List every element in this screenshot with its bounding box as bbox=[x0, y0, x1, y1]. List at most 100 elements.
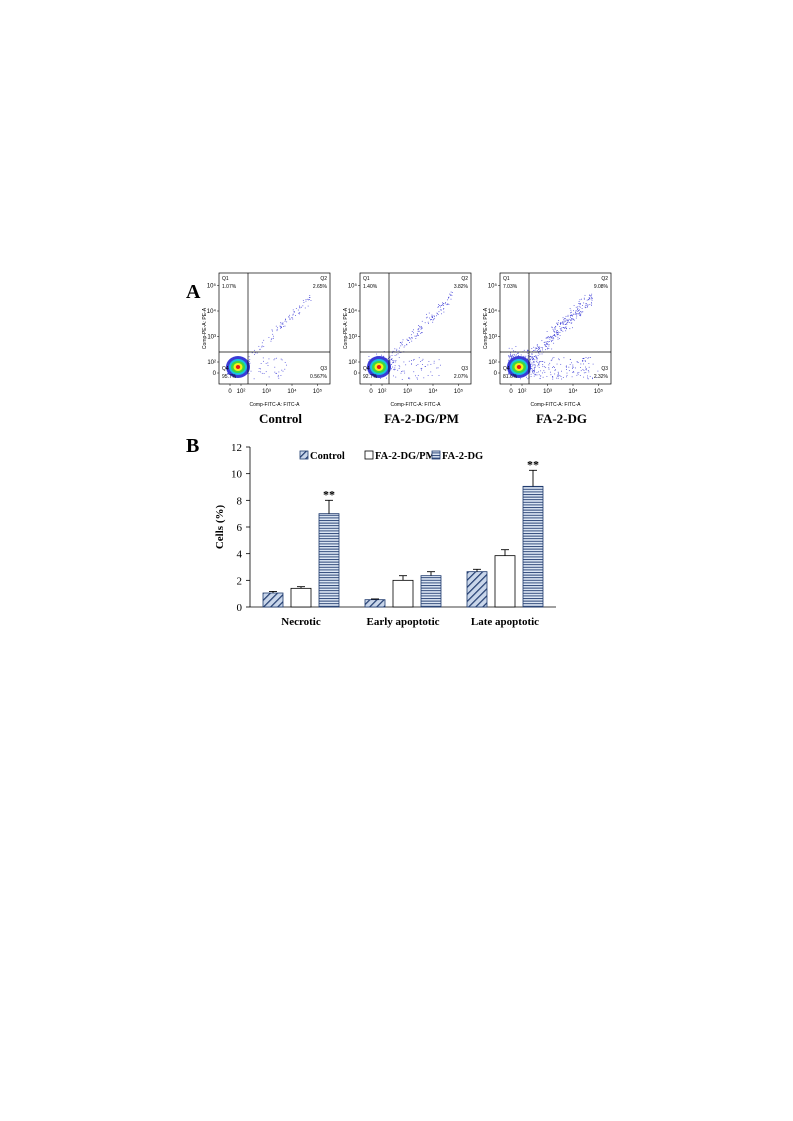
event-dot bbox=[538, 349, 539, 350]
event-dot bbox=[525, 355, 527, 357]
event-dot bbox=[572, 327, 573, 329]
event-dot bbox=[436, 315, 437, 317]
event-dot bbox=[569, 322, 571, 323]
event-dot bbox=[576, 314, 578, 316]
event-dot bbox=[389, 360, 390, 362]
event-dot bbox=[556, 330, 558, 331]
event-dot bbox=[546, 348, 548, 350]
event-dot bbox=[575, 311, 577, 313]
event-dot bbox=[586, 306, 588, 307]
event-dot bbox=[538, 364, 540, 366]
event-dot bbox=[531, 362, 533, 364]
error-bar bbox=[325, 499, 333, 514]
event-dot bbox=[543, 341, 545, 343]
event-dot bbox=[537, 351, 539, 352]
event-dot bbox=[398, 368, 400, 369]
event-dot bbox=[561, 329, 563, 331]
event-dot bbox=[381, 354, 382, 356]
event-dot bbox=[441, 309, 442, 311]
event-dot bbox=[591, 297, 593, 299]
event-dot bbox=[299, 306, 301, 308]
event-dot bbox=[573, 318, 574, 320]
event-dot bbox=[380, 378, 382, 380]
event-dot bbox=[533, 369, 535, 371]
event-dot bbox=[270, 338, 272, 340]
event-dot bbox=[544, 371, 546, 373]
event-dot bbox=[572, 318, 573, 320]
event-dot bbox=[534, 370, 535, 372]
x-tick-label: 10⁴ bbox=[568, 388, 578, 395]
event-dot bbox=[573, 371, 575, 373]
event-dot bbox=[298, 312, 300, 314]
event-dot bbox=[428, 312, 430, 314]
event-dot bbox=[553, 335, 554, 336]
event-dot bbox=[369, 373, 371, 375]
event-dot bbox=[536, 359, 538, 361]
event-dot bbox=[554, 369, 556, 371]
event-dot bbox=[511, 355, 513, 357]
event-dot bbox=[541, 353, 543, 355]
event-dot bbox=[535, 373, 537, 375]
event-dot bbox=[538, 361, 540, 363]
event-dot bbox=[568, 318, 570, 320]
x-tick-label: 10⁵ bbox=[594, 388, 604, 395]
event-dot bbox=[557, 322, 559, 324]
event-dot bbox=[430, 363, 432, 365]
event-dot bbox=[566, 369, 567, 370]
event-dot bbox=[286, 321, 288, 323]
event-dot bbox=[540, 370, 542, 372]
event-dot bbox=[510, 357, 512, 359]
event-dot bbox=[563, 321, 565, 323]
event-dot bbox=[536, 349, 538, 351]
event-dot bbox=[411, 360, 412, 361]
event-dot bbox=[383, 351, 385, 352]
event-dot bbox=[270, 340, 272, 342]
event-dot bbox=[531, 359, 533, 361]
event-dot bbox=[580, 367, 581, 368]
event-dot bbox=[585, 372, 587, 374]
x-tick-label: 0 bbox=[228, 389, 232, 395]
event-dot bbox=[417, 374, 419, 376]
event-dot bbox=[535, 347, 537, 349]
event-dot bbox=[427, 364, 429, 366]
event-dot bbox=[575, 317, 577, 319]
event-dot bbox=[557, 376, 559, 377]
event-dot bbox=[585, 368, 587, 369]
event-dot bbox=[447, 303, 449, 305]
event-dot bbox=[555, 336, 557, 337]
y-tick-label: 0 bbox=[237, 602, 243, 614]
event-dot bbox=[437, 313, 438, 315]
event-dot bbox=[578, 301, 580, 302]
event-dot bbox=[248, 360, 249, 362]
event-dot bbox=[546, 336, 548, 338]
event-dot bbox=[536, 361, 538, 363]
event-dot bbox=[397, 353, 399, 355]
event-dot bbox=[540, 361, 542, 362]
event-dot bbox=[577, 313, 579, 314]
event-dot bbox=[531, 368, 532, 369]
x-tick-label: 10² bbox=[518, 389, 527, 395]
event-dot bbox=[289, 318, 290, 320]
event-dot bbox=[448, 297, 449, 298]
x-tick-label: 10² bbox=[378, 389, 387, 395]
event-dot bbox=[592, 363, 594, 365]
event-dot bbox=[558, 333, 559, 335]
event-dot bbox=[573, 371, 574, 372]
event-dot bbox=[515, 346, 517, 347]
event-dot bbox=[394, 367, 396, 369]
event-dot bbox=[548, 341, 550, 342]
event-dot bbox=[563, 327, 565, 328]
event-dot bbox=[393, 360, 395, 362]
event-dot bbox=[534, 359, 536, 361]
event-dot bbox=[589, 295, 591, 296]
density-core bbox=[516, 365, 522, 369]
event-dot bbox=[305, 300, 307, 302]
y-tick-label: 10 bbox=[231, 469, 243, 481]
event-dot bbox=[564, 321, 566, 322]
event-dot bbox=[578, 309, 580, 311]
event-dot bbox=[407, 339, 409, 341]
event-dot bbox=[551, 337, 553, 339]
event-dot bbox=[572, 367, 573, 369]
event-dot bbox=[386, 377, 387, 379]
event-dot bbox=[508, 372, 510, 374]
